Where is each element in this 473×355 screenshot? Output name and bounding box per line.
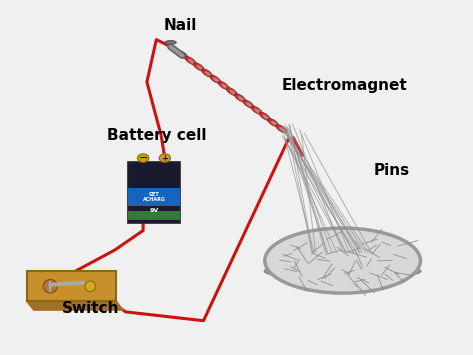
Ellipse shape (259, 112, 270, 120)
Ellipse shape (251, 106, 262, 114)
Ellipse shape (238, 96, 245, 102)
Bar (128, 162, 180, 223)
Ellipse shape (218, 81, 229, 89)
Text: Switch: Switch (61, 301, 119, 316)
Text: Electromagnet: Electromagnet (282, 78, 408, 93)
Text: Battery cell: Battery cell (106, 127, 206, 143)
Ellipse shape (177, 50, 188, 59)
Ellipse shape (276, 125, 287, 133)
Bar (128, 211, 180, 220)
Ellipse shape (185, 56, 196, 65)
Text: Nail: Nail (163, 18, 197, 33)
Ellipse shape (268, 119, 279, 127)
Ellipse shape (254, 109, 262, 114)
Ellipse shape (271, 121, 278, 126)
Ellipse shape (193, 63, 204, 71)
Ellipse shape (210, 75, 221, 83)
Ellipse shape (85, 281, 96, 291)
Polygon shape (26, 301, 123, 310)
Text: 9V: 9V (149, 208, 158, 213)
Ellipse shape (265, 264, 420, 279)
Text: Pins: Pins (374, 163, 410, 178)
Bar (26, 271, 116, 301)
Circle shape (159, 154, 170, 162)
Ellipse shape (180, 53, 187, 58)
Ellipse shape (263, 115, 270, 120)
Ellipse shape (246, 102, 254, 108)
Ellipse shape (227, 87, 237, 95)
Ellipse shape (165, 41, 176, 44)
Circle shape (138, 154, 149, 162)
Bar (128, 188, 180, 206)
Ellipse shape (213, 77, 220, 83)
Ellipse shape (265, 228, 420, 293)
Ellipse shape (43, 279, 57, 293)
Ellipse shape (205, 71, 212, 77)
Ellipse shape (243, 100, 254, 108)
Ellipse shape (229, 90, 237, 95)
Ellipse shape (279, 127, 286, 132)
Text: +: + (161, 154, 168, 163)
Ellipse shape (235, 94, 245, 102)
Text: −: − (139, 153, 148, 163)
Ellipse shape (197, 65, 204, 71)
Ellipse shape (221, 84, 228, 89)
Ellipse shape (188, 59, 195, 64)
Ellipse shape (201, 69, 212, 77)
Text: GET
ACHARG: GET ACHARG (142, 192, 166, 202)
